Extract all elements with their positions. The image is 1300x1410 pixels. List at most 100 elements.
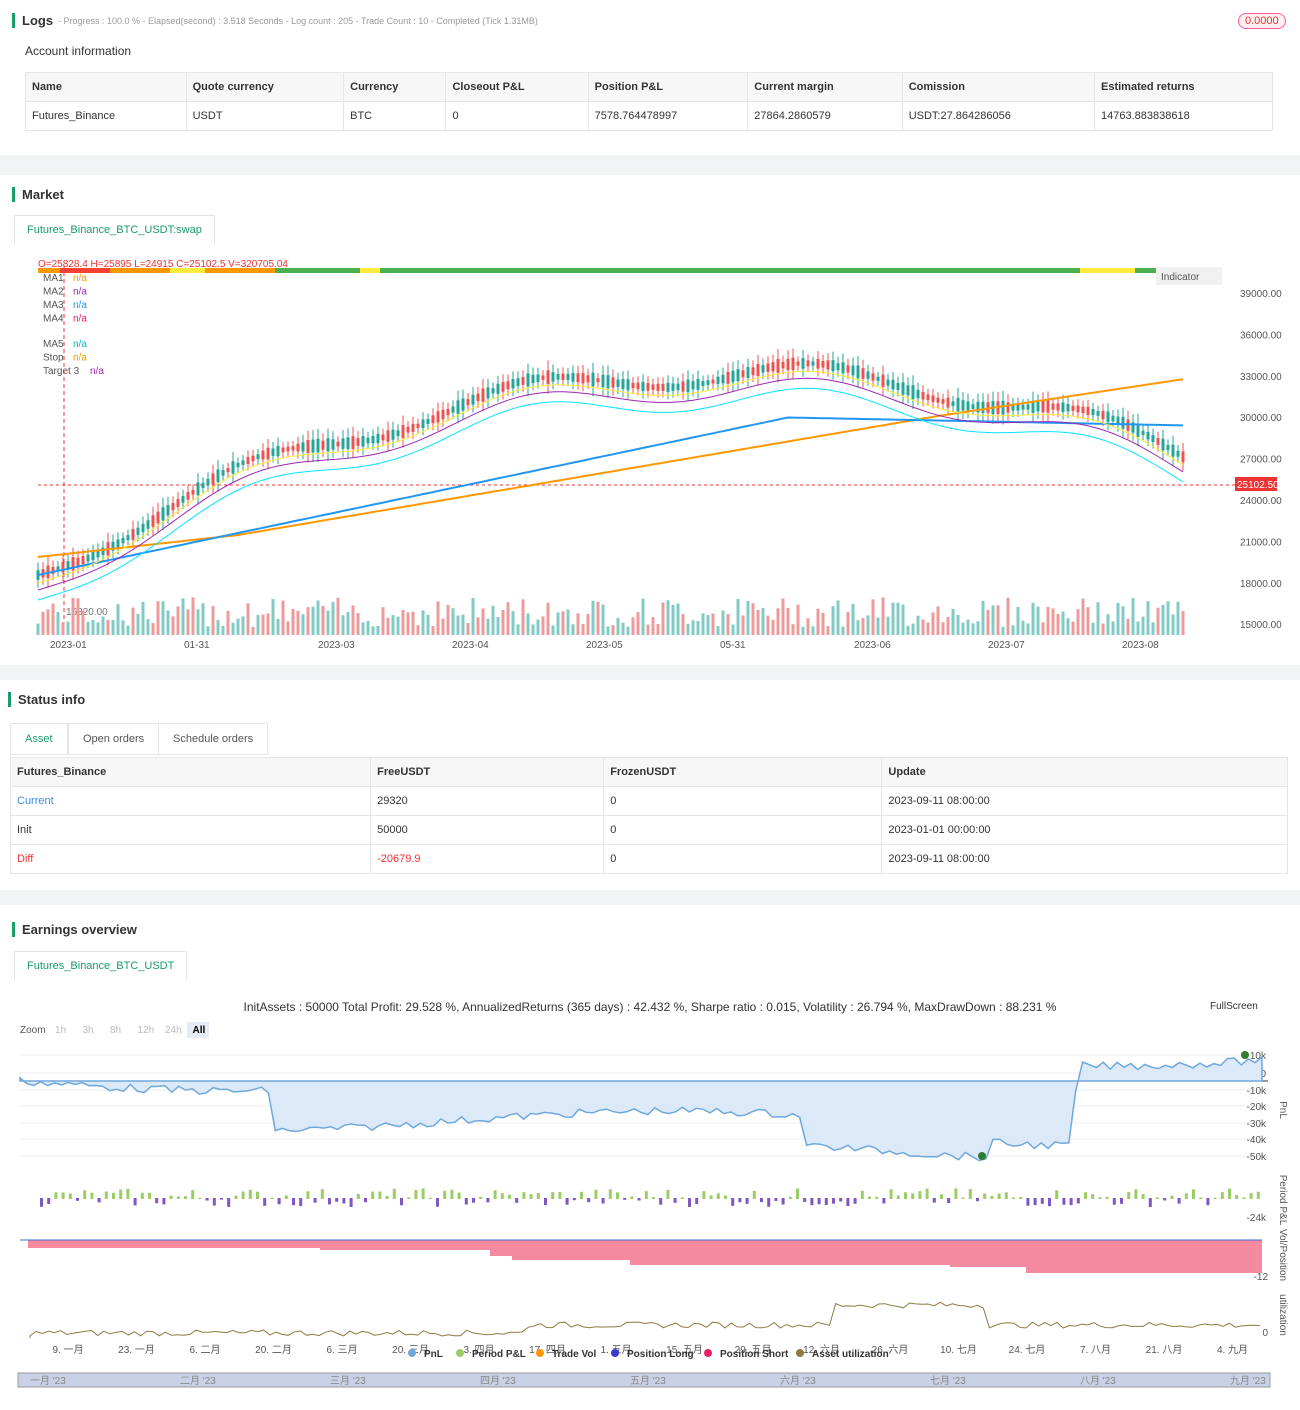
row: Futures_Binance USDT BTC 0 7578.764478997 278…	[25, 101, 1273, 131]
volume	[1036, 606, 1040, 635]
volume	[886, 616, 890, 635]
navigator	[17, 1372, 1271, 1388]
legend-entry[interactable]: Period P&L	[472, 1349, 526, 1360]
period-bar	[220, 1198, 223, 1200]
zoom-button[interactable]: 8h	[110, 1025, 121, 1036]
candle	[201, 482, 205, 489]
x-label: 15. 五月	[666, 1344, 703, 1356]
price-tick: 27000.00	[1240, 455, 1282, 466]
zoom-button[interactable]: 12h	[138, 1025, 155, 1036]
period-bar	[616, 1192, 619, 1199]
indicator[interactable]: Indicator	[1161, 272, 1200, 283]
candle	[436, 411, 440, 423]
volume	[76, 598, 80, 635]
candle	[226, 468, 230, 473]
volume	[966, 619, 970, 635]
period-bar	[1012, 1197, 1015, 1199]
period-bar	[277, 1198, 281, 1205]
volume	[861, 618, 865, 635]
nav-label: 四月 '23	[480, 1375, 516, 1387]
cell: 0	[445, 101, 589, 131]
candle	[161, 507, 165, 521]
status-table: Futures_Binance FreeUSDT FrozenUSDT Update C…	[9, 757, 1288, 874]
period-bar	[1112, 1198, 1116, 1205]
zoom-button[interactable]: 1h	[55, 1025, 66, 1036]
period-bar	[551, 1192, 555, 1199]
volume	[651, 617, 655, 635]
period-bar	[104, 1191, 108, 1199]
legend-value: n/a	[90, 366, 104, 377]
volume	[1106, 614, 1110, 635]
volume	[81, 610, 85, 635]
volume	[366, 620, 370, 635]
x-label: 6. 三月	[326, 1344, 357, 1356]
legend-entry[interactable]: PnL	[424, 1349, 443, 1360]
candle	[426, 419, 430, 425]
market-tab[interactable]: Futures_Binance_BTC_USDT:swap	[14, 215, 215, 244]
period-bar	[1084, 1192, 1087, 1199]
period-bar	[983, 1193, 987, 1199]
volume	[176, 606, 180, 635]
nav-label: 六月 '23	[780, 1375, 816, 1387]
period-bar	[328, 1198, 331, 1205]
date-label: 2023-08	[1122, 640, 1159, 651]
candle	[926, 394, 930, 401]
period-bar	[565, 1198, 569, 1205]
period-bar	[140, 1192, 144, 1199]
volume	[596, 601, 600, 635]
volume	[756, 609, 760, 635]
volume	[391, 615, 395, 635]
period-bar	[414, 1189, 418, 1199]
candle	[1161, 438, 1165, 451]
period-bar	[1156, 1197, 1159, 1199]
status-tab[interactable]: Schedule orders	[158, 723, 269, 755]
zoom-button[interactable]: 24h	[165, 1025, 182, 1036]
volume	[921, 619, 925, 635]
volume	[976, 621, 980, 635]
status-tab[interactable]: Asset	[10, 723, 68, 755]
period-bar	[781, 1198, 785, 1205]
period-bar	[601, 1198, 605, 1204]
fullscreen[interactable]: FullScreen	[1210, 1001, 1258, 1012]
candle	[1176, 450, 1180, 457]
volume	[156, 601, 160, 635]
volume	[581, 624, 585, 635]
legend-entry[interactable]: Trade Vol	[552, 1349, 596, 1360]
strip-part	[360, 268, 380, 273]
volume	[341, 615, 345, 635]
period-bar	[1199, 1197, 1203, 1199]
legend-entry[interactable]: Asset utilization	[812, 1349, 889, 1360]
volume	[956, 614, 960, 635]
candle	[771, 362, 775, 372]
period-bar	[695, 1198, 699, 1205]
volume	[701, 613, 705, 635]
zoom-button[interactable]: 3h	[83, 1025, 94, 1036]
earnings-tab[interactable]: Futures_Binance_BTC_USDT	[14, 951, 188, 980]
candle	[291, 446, 295, 451]
candle	[416, 423, 420, 428]
volume	[96, 622, 100, 635]
volume	[961, 622, 965, 635]
legend-entry[interactable]: Position Short	[720, 1349, 789, 1360]
period-bar	[1177, 1198, 1181, 1204]
legend-entry[interactable]: Position Long	[627, 1349, 694, 1360]
volume	[256, 614, 260, 635]
candle	[906, 385, 910, 396]
volume	[991, 605, 995, 635]
period-bar	[500, 1193, 504, 1199]
period-bar	[745, 1198, 749, 1204]
period-bar	[385, 1196, 389, 1199]
header-cell: Futures_Binance	[9, 757, 372, 787]
candle	[876, 376, 880, 381]
candle	[856, 365, 860, 379]
period-bar	[1098, 1197, 1102, 1199]
volume	[446, 605, 450, 635]
zoom-button[interactable]: All	[193, 1025, 206, 1036]
candle	[811, 361, 815, 366]
volume	[541, 616, 545, 635]
period-bar	[904, 1192, 907, 1199]
volume	[416, 625, 420, 635]
candle	[536, 374, 540, 382]
candle	[841, 362, 845, 374]
status-tab[interactable]: Open orders	[68, 723, 160, 755]
